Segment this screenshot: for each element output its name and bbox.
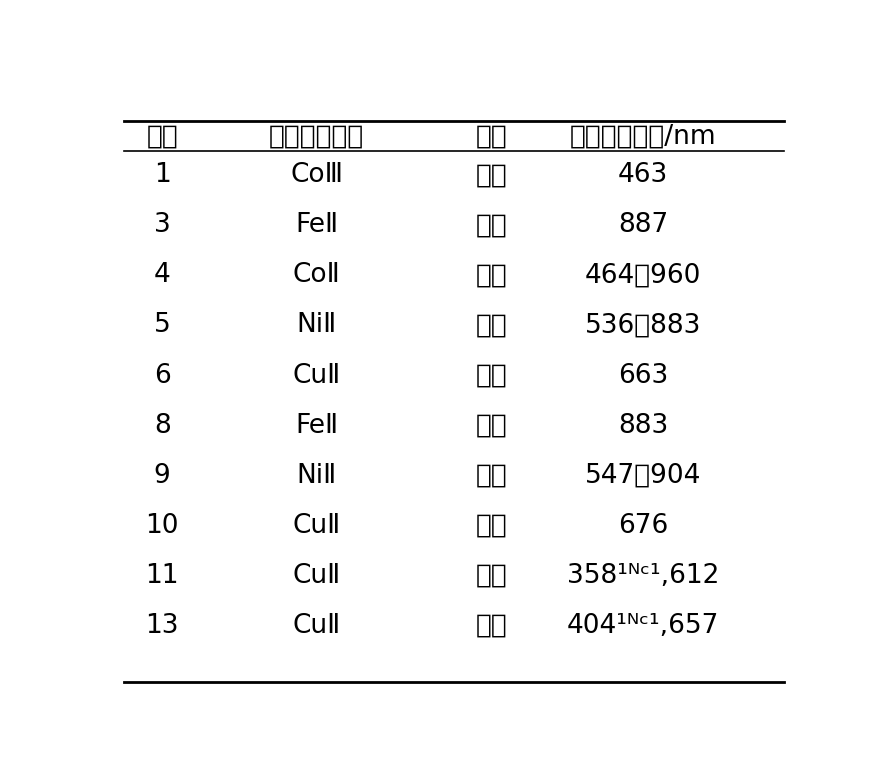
Text: 9: 9 — [154, 463, 171, 489]
Text: CoⅢ: CoⅢ — [291, 162, 343, 189]
Text: 无色: 无色 — [476, 212, 508, 238]
Text: 6: 6 — [154, 363, 171, 388]
Text: FeⅡ: FeⅡ — [295, 413, 338, 438]
Text: 橙色: 橙色 — [476, 262, 508, 288]
Text: 663: 663 — [618, 363, 668, 388]
Text: 404¹ᴺᶜ¹,657: 404¹ᴺᶜ¹,657 — [567, 613, 719, 639]
Text: FeⅡ: FeⅡ — [295, 212, 338, 238]
Text: 紫色: 紫色 — [476, 312, 508, 338]
Text: 蓝色: 蓝色 — [476, 563, 508, 589]
Text: 11: 11 — [145, 563, 179, 589]
Text: 463: 463 — [618, 162, 668, 189]
Text: 1: 1 — [154, 162, 171, 189]
Text: 颜色: 颜色 — [476, 123, 508, 150]
Text: 536，883: 536，883 — [585, 312, 701, 338]
Text: 13: 13 — [145, 613, 179, 639]
Text: NiⅡ: NiⅡ — [297, 463, 337, 489]
Text: 蓝色: 蓝色 — [476, 513, 508, 539]
Text: CuⅡ: CuⅡ — [292, 613, 341, 639]
Text: CoⅡ: CoⅡ — [293, 262, 340, 288]
Text: 3: 3 — [154, 212, 171, 238]
Text: CuⅡ: CuⅡ — [292, 563, 341, 589]
Text: 紫色: 紫色 — [476, 463, 508, 489]
Text: 10: 10 — [145, 513, 179, 539]
Text: 绿色: 绿色 — [476, 613, 508, 639]
Text: 358¹ᴺᶜ¹,612: 358¹ᴺᶜ¹,612 — [567, 563, 719, 589]
Text: NiⅡ: NiⅡ — [297, 312, 337, 338]
Text: 5: 5 — [154, 312, 171, 338]
Text: 547，904: 547，904 — [585, 463, 701, 489]
Text: 464，960: 464，960 — [585, 262, 701, 288]
Text: 最大吸收波长/nm: 最大吸收波长/nm — [570, 123, 716, 150]
Text: 橙色: 橙色 — [476, 162, 508, 189]
Text: 无色: 无色 — [476, 413, 508, 438]
Text: 887: 887 — [618, 212, 668, 238]
Text: 8: 8 — [154, 413, 171, 438]
Text: 4: 4 — [154, 262, 171, 288]
Text: 序号: 序号 — [146, 123, 178, 150]
Text: 蓝色: 蓝色 — [476, 363, 508, 388]
Text: 中心金属离子: 中心金属离子 — [269, 123, 364, 150]
Text: CuⅡ: CuⅡ — [292, 513, 341, 539]
Text: 883: 883 — [618, 413, 668, 438]
Text: 676: 676 — [618, 513, 668, 539]
Text: CuⅡ: CuⅡ — [292, 363, 341, 388]
